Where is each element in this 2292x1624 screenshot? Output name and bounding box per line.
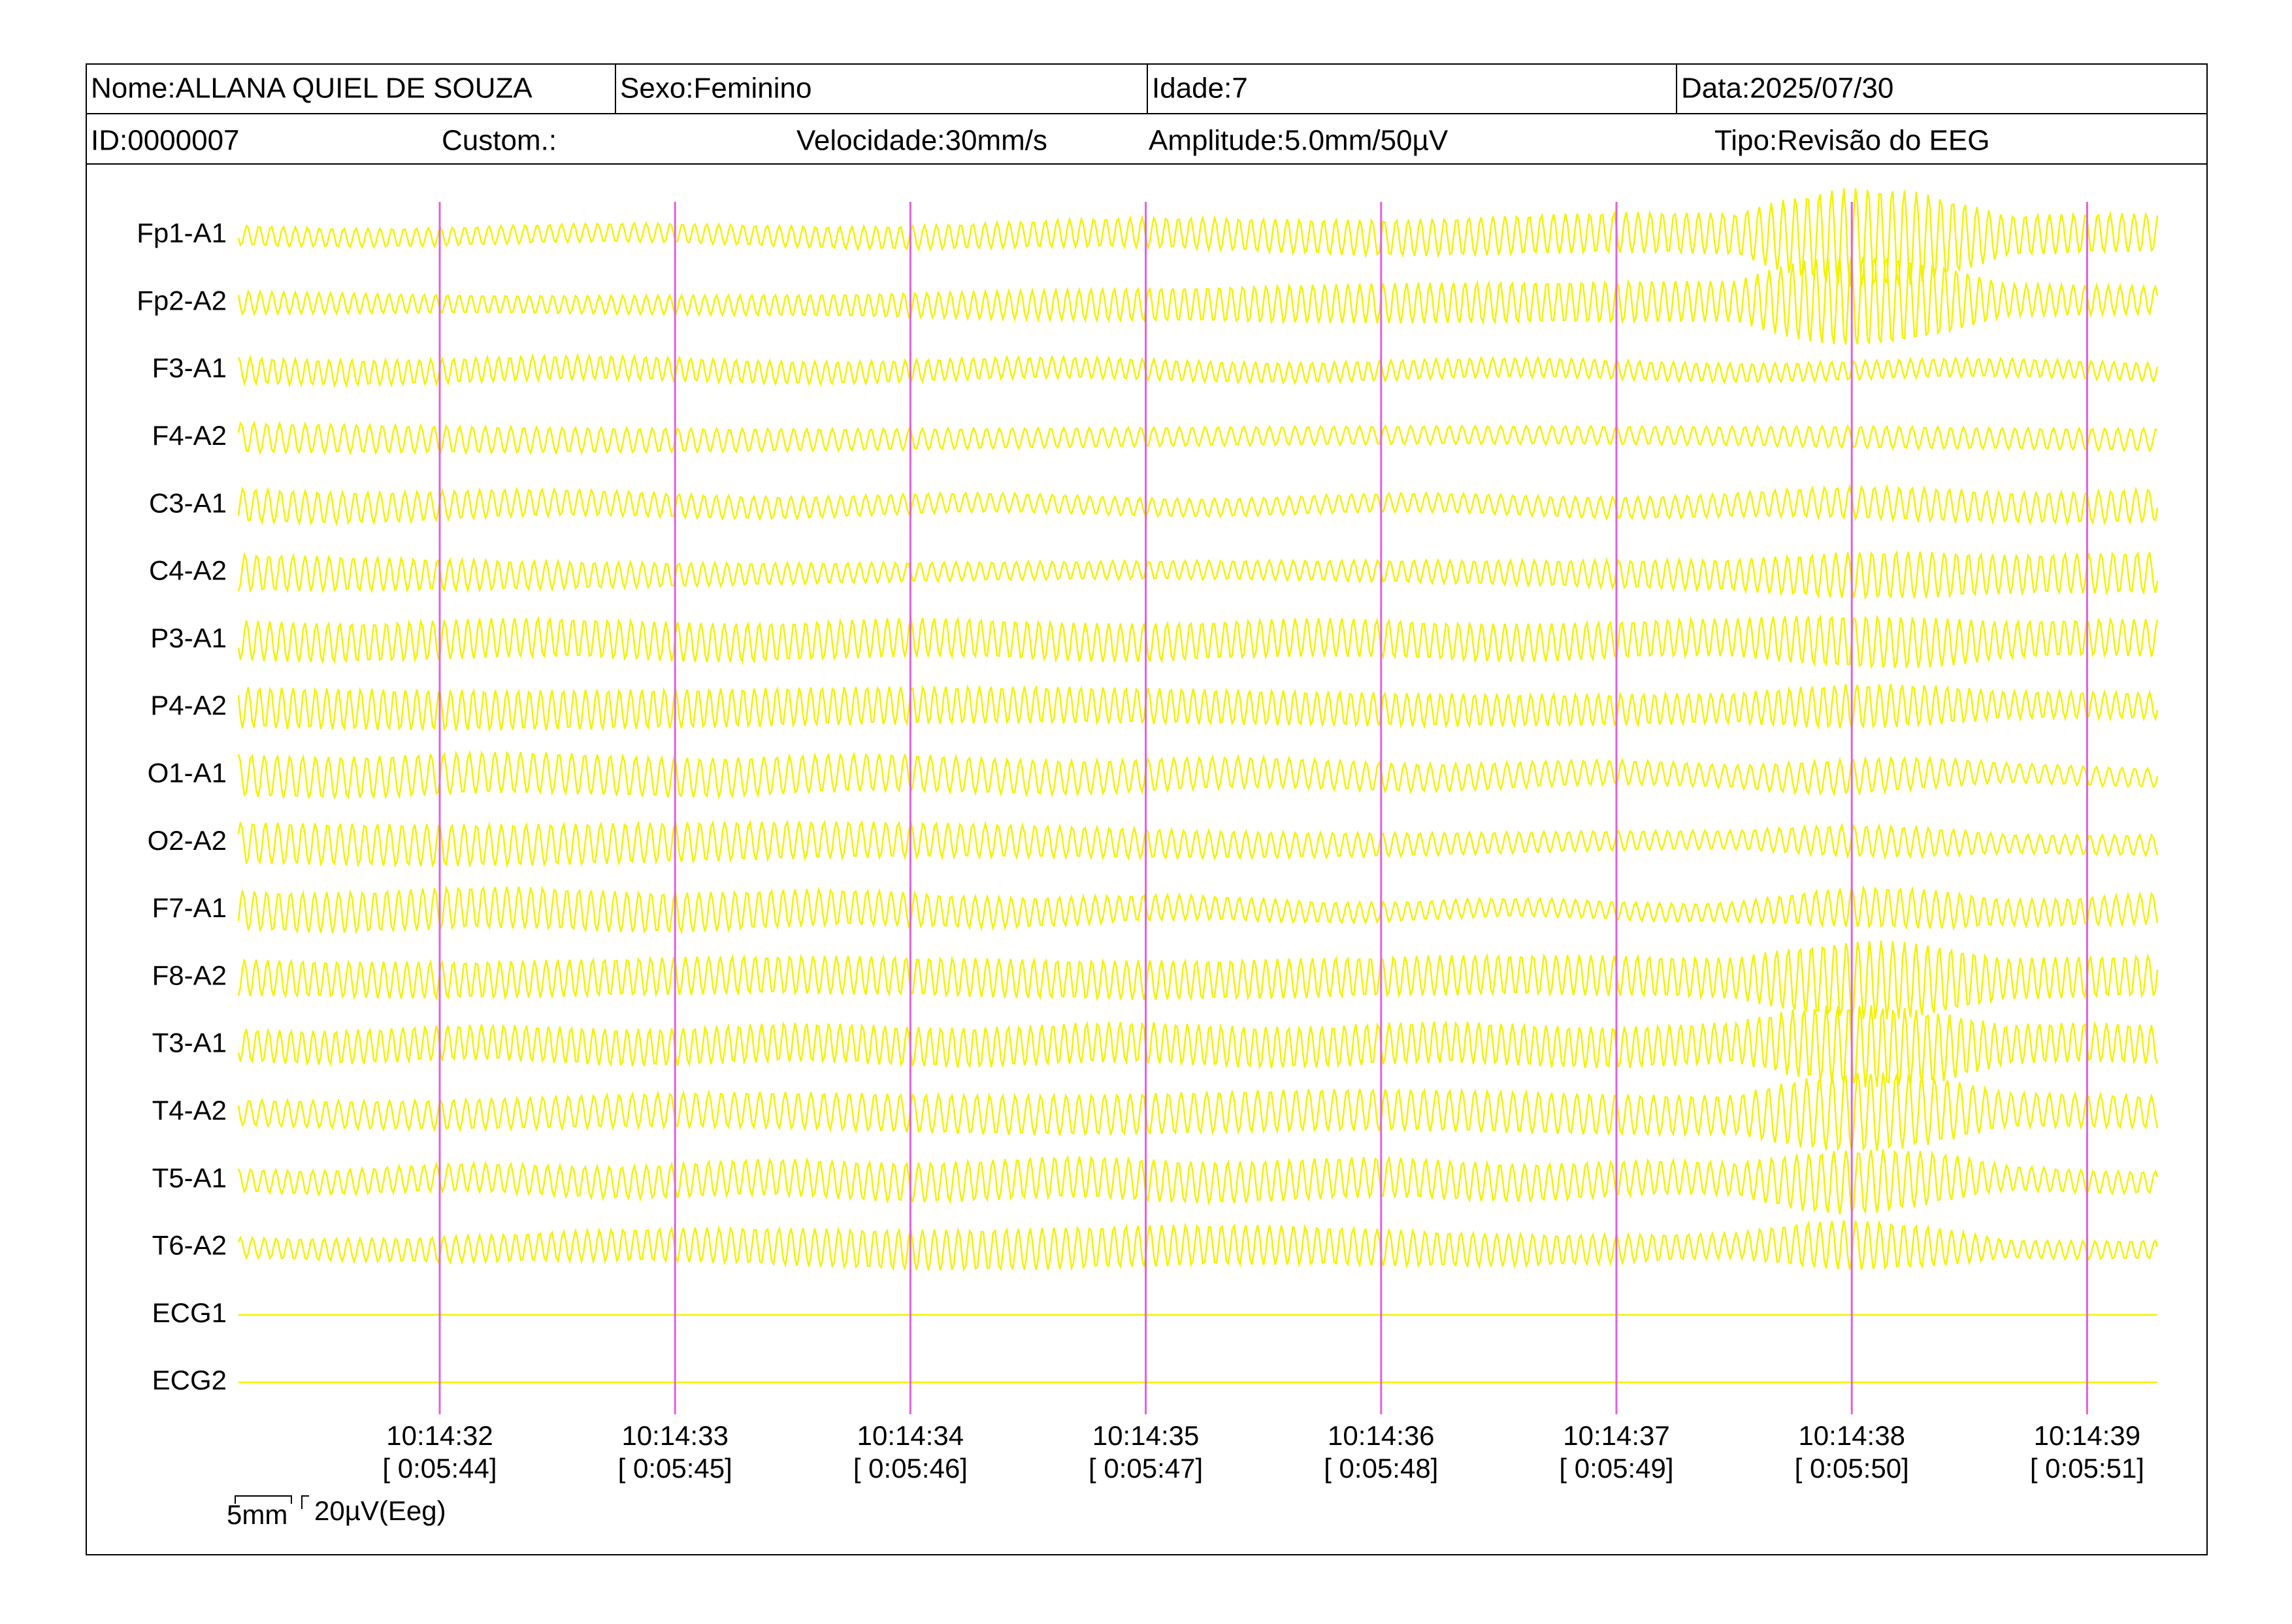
eeg-trace [237, 256, 2159, 345]
channel-label: T6-A2 [152, 1230, 227, 1261]
scale-time: 5mm [227, 1499, 287, 1530]
header-field: Velocidade:30mm/s [796, 125, 1047, 157]
offset-label: [ 0:05:47] [1089, 1453, 1203, 1484]
time-label: 10:14:36 [1328, 1420, 1435, 1451]
channel-label: C3-A1 [149, 487, 227, 518]
offset-label: [ 0:05:50] [1795, 1453, 1909, 1484]
channel-label: O1-A1 [148, 757, 227, 788]
traces [237, 188, 2159, 1384]
channel-label: P3-A1 [150, 623, 227, 653]
channel-label: ECG1 [152, 1297, 227, 1328]
time-label: 10:14:38 [1798, 1420, 1905, 1451]
eeg-trace [237, 683, 2159, 732]
eeg-trace [237, 885, 2159, 935]
channel-label: F3-A1 [152, 353, 227, 383]
eeg-trace [237, 1149, 2159, 1215]
offset-label: [ 0:05:51] [2030, 1453, 2144, 1484]
eeg-trace [237, 1072, 2159, 1152]
channel-label: T3-A1 [152, 1028, 227, 1058]
channel-label: Fp2-A2 [137, 285, 227, 316]
channel-label: Fp1-A1 [137, 218, 227, 248]
eeg-trace [237, 819, 2159, 869]
channel-label: F4-A2 [152, 420, 227, 451]
offset-label: [ 0:05:49] [1559, 1453, 1673, 1484]
eeg-trace [237, 549, 2159, 601]
time-markers [438, 202, 2088, 1414]
eeg-trace [237, 1220, 2159, 1273]
eeg-trace [237, 420, 2158, 456]
header-field: Idade:7 [1152, 73, 1248, 105]
time-label: 10:14:39 [2034, 1420, 2141, 1451]
time-label: 10:14:35 [1092, 1420, 1200, 1451]
channel-label: T5-A1 [152, 1162, 227, 1193]
eeg-trace [237, 352, 2159, 389]
eeg-trace [237, 750, 2159, 800]
channel-label: ECG2 [152, 1365, 227, 1395]
header-field: Amplitude:5.0mm/50µV [1149, 125, 1449, 157]
channel-label: F8-A2 [152, 960, 227, 990]
time-label: 10:14:34 [857, 1420, 964, 1451]
channel-label: C4-A2 [149, 555, 227, 586]
scale-bar-amplitude [301, 1495, 309, 1509]
header-field: ID:0000007 [91, 125, 240, 157]
header-field: Data:2025/07/30 [1681, 73, 1893, 105]
time-label: 10:14:37 [1563, 1420, 1670, 1451]
labels: Nome:ALLANA QUIEL DE SOUZA Sexo:Feminino I… [91, 73, 2144, 1484]
offset-label: [ 0:05:45] [618, 1453, 732, 1484]
eeg-trace [237, 940, 2159, 1020]
channel-label: O2-A2 [148, 825, 227, 856]
scale-bar-time [235, 1495, 292, 1504]
channel-label: F7-A1 [152, 892, 227, 923]
channel-label: T4-A2 [152, 1095, 227, 1126]
channel-label: P4-A2 [150, 690, 227, 721]
header-field: Sexo:Feminino [620, 73, 811, 105]
offset-label: [ 0:05:48] [1324, 1453, 1438, 1484]
eeg-trace [237, 483, 2159, 527]
eeg-trace [237, 1005, 2159, 1088]
offset-label: [ 0:05:44] [382, 1453, 497, 1484]
eeg-trace [237, 614, 2159, 670]
time-label: 10:14:33 [621, 1420, 729, 1451]
offset-label: [ 0:05:46] [853, 1453, 968, 1484]
scale-amplitude: 20µV(Eeg) [314, 1495, 446, 1526]
header-field: Tipo:Revisão do EEG [1714, 125, 1989, 157]
header-field: Nome:ALLANA QUIEL DE SOUZA [91, 73, 532, 105]
time-label: 10:14:32 [386, 1420, 493, 1451]
header-field: Custom.: [442, 125, 557, 157]
